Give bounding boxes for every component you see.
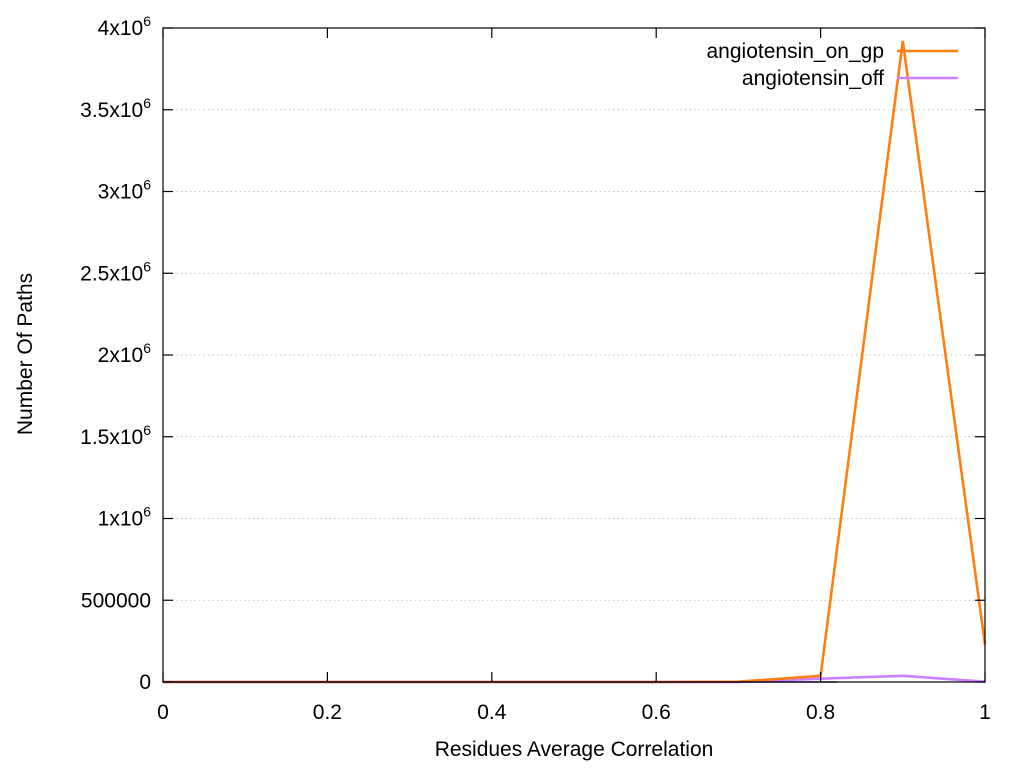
legend-label: angiotensin_on_gp — [707, 40, 885, 63]
y-tick-label: 500000 — [81, 589, 151, 612]
x-tick-label: 0.8 — [806, 701, 835, 724]
series-layer — [163, 40, 987, 684]
y-tick-label: 3.5x106 — [80, 95, 151, 122]
x-tick-labels: 0 0.2 0.4 0.6 0.8 1 — [157, 701, 991, 724]
axis-ticks — [162, 27, 986, 683]
x-tick-label: 0 — [157, 701, 169, 724]
legend-label: angiotensin_off — [742, 67, 884, 90]
y-tick-label: 1x106 — [98, 504, 152, 531]
x-tick-label: 1 — [979, 701, 991, 724]
legend: angiotensin_on_gp angiotensin_off — [707, 40, 958, 90]
grid-lines — [163, 109, 985, 601]
y-tick-label: 0 — [139, 671, 151, 694]
y-tick-label: 3x106 — [98, 177, 152, 204]
y-tick-label: 2x106 — [98, 340, 152, 367]
x-tick-label: 0.6 — [642, 701, 671, 724]
series-line-angiotensin-on-gp — [163, 40, 987, 684]
x-axis-title: Residues Average Correlation — [435, 738, 714, 761]
x-tick-label: 0.4 — [477, 701, 507, 724]
x-tick-label: 0.2 — [313, 701, 342, 724]
y-axis-title: Number Of Paths — [14, 273, 37, 435]
y-tick-label: 2.5x106 — [80, 258, 151, 285]
y-tick-label: 4x106 — [98, 13, 152, 40]
y-tick-label: 1.5x106 — [80, 422, 151, 449]
y-tick-labels: 0 500000 1x106 1.5x106 2x106 2.5x106 3x106 3.5x… — [80, 13, 151, 694]
